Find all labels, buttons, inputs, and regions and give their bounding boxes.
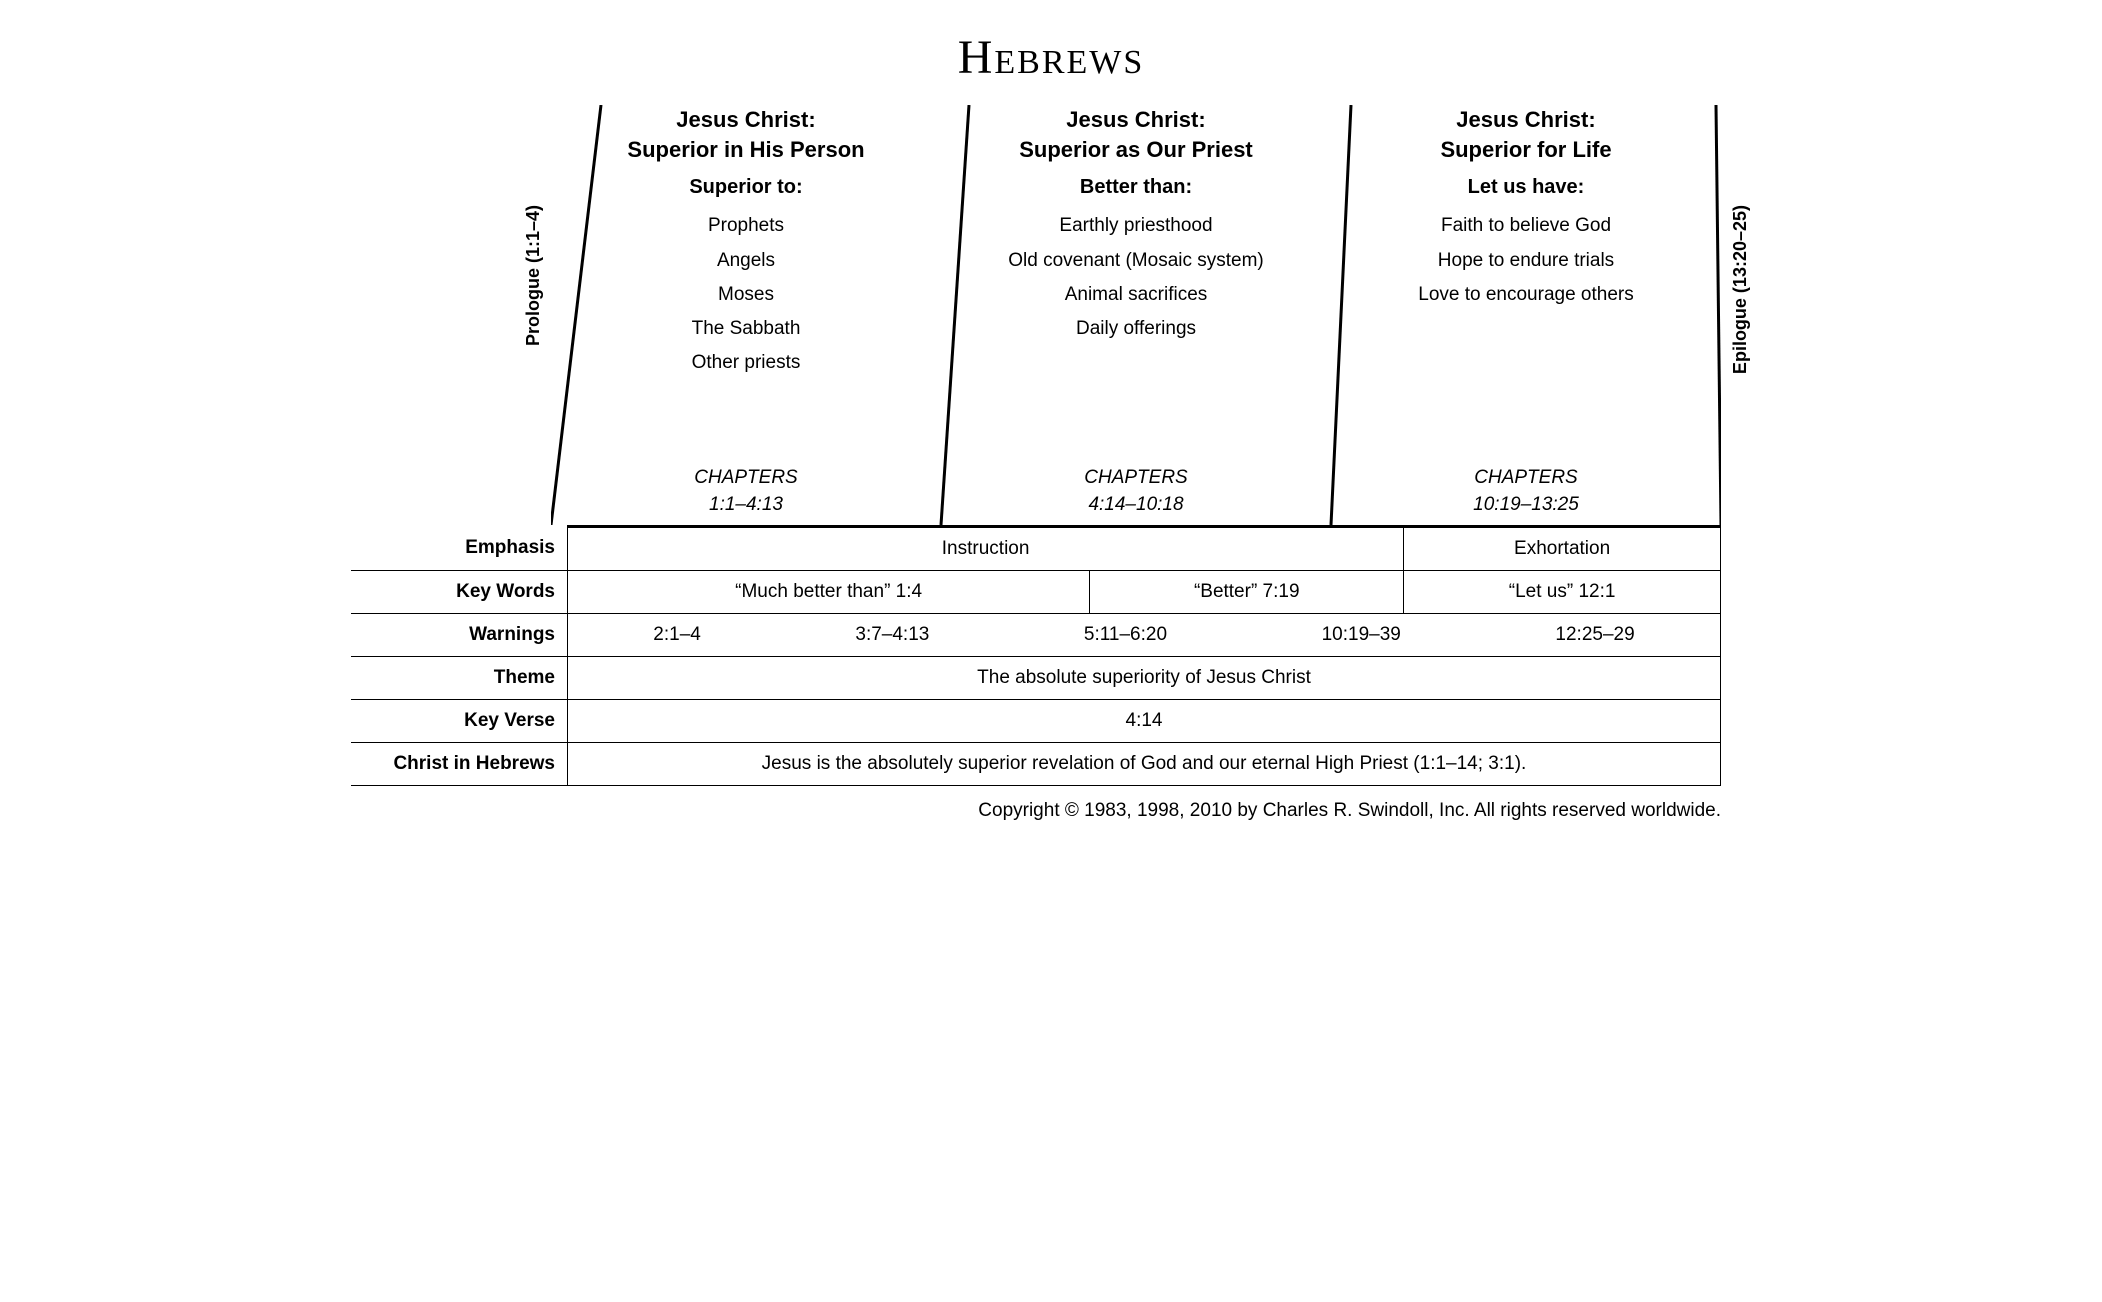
col2-items: Earthly priesthood Old covenant (Mosaic … xyxy=(951,209,1321,346)
copyright: Copyright © 1983, 1998, 2010 by Charles … xyxy=(351,800,1721,822)
col1-item: Angels xyxy=(561,244,931,278)
keywords-c3: “Let us” 12:1 xyxy=(1404,571,1721,614)
col1-chap-range: 1:1–4:13 xyxy=(709,494,783,515)
emphasis-c1: Instruction xyxy=(568,527,1404,571)
col3-subtitle: Let us have: xyxy=(1341,176,1711,199)
col3-chap-range: 10:19–13:25 xyxy=(1473,494,1579,515)
summary-table: Emphasis Instruction Exhortation Key Wor… xyxy=(351,525,1721,786)
epilogue-label: Epilogue (13:20–25) xyxy=(1730,205,1751,374)
col1-chapters: CHAPTERS 1:1–4:13 xyxy=(561,464,931,525)
col1-title-l2: Superior in His Person xyxy=(627,137,864,162)
row-keywords: Key Words “Much better than” 1:4 “Better… xyxy=(351,571,1721,614)
col1-item: Other priests xyxy=(561,346,931,380)
col2-item: Earthly priesthood xyxy=(951,209,1321,243)
col1-title: Jesus Christ: Superior in His Person xyxy=(561,105,931,164)
emphasis-c2: Exhortation xyxy=(1404,527,1721,571)
warnings-cell: 2:1–4 3:7–4:13 5:11–6:20 10:19–39 12:25–… xyxy=(568,614,1721,657)
keywords-c2: “Better” 7:19 xyxy=(1090,571,1404,614)
col1-items: Prophets Angels Moses The Sabbath Other … xyxy=(561,209,931,380)
col2-chapters: CHAPTERS 4:14–10:18 xyxy=(951,464,1321,525)
page: Hebrews Prologue (1:1–4) Epilogue (13:20… xyxy=(351,30,1751,822)
col3-title-l1: Jesus Christ: xyxy=(1456,107,1595,132)
christ-text: Jesus is the absolutely superior revelat… xyxy=(568,743,1721,786)
columns-container: Jesus Christ: Superior in His Person Sup… xyxy=(551,105,1721,525)
warning-ref: 3:7–4:13 xyxy=(855,624,929,646)
christ-label: Christ in Hebrews xyxy=(351,743,568,786)
col1-subtitle: Superior to: xyxy=(561,176,931,199)
col1-item: The Sabbath xyxy=(561,312,931,346)
column-1: Jesus Christ: Superior in His Person Sup… xyxy=(551,105,941,525)
col2-chap-label: CHAPTERS xyxy=(1084,467,1187,488)
row-theme: Theme The absolute superiority of Jesus … xyxy=(351,657,1721,700)
col2-chap-range: 4:14–10:18 xyxy=(1088,494,1183,515)
row-keyverse: Key Verse 4:14 xyxy=(351,700,1721,743)
col2-item: Old covenant (Mosaic system) xyxy=(951,244,1321,278)
col1-item: Prophets xyxy=(561,209,931,243)
col2-title-l2: Superior as Our Priest xyxy=(1019,137,1253,162)
warnings-inner: 2:1–4 3:7–4:13 5:11–6:20 10:19–39 12:25–… xyxy=(576,624,1712,646)
col3-item: Love to encourage others xyxy=(1341,278,1711,312)
col3-chap-label: CHAPTERS xyxy=(1474,467,1577,488)
col1-chap-label: CHAPTERS xyxy=(694,467,797,488)
keyverse-label: Key Verse xyxy=(351,700,568,743)
col3-chapters: CHAPTERS 10:19–13:25 xyxy=(1341,464,1711,525)
warning-ref: 12:25–29 xyxy=(1555,624,1634,646)
col2-item: Daily offerings xyxy=(951,312,1321,346)
keywords-label: Key Words xyxy=(351,571,568,614)
emphasis-label: Emphasis xyxy=(351,527,568,571)
col2-item: Animal sacrifices xyxy=(951,278,1321,312)
page-title: Hebrews xyxy=(351,30,1751,85)
col1-title-l1: Jesus Christ: xyxy=(676,107,815,132)
warning-ref: 5:11–6:20 xyxy=(1084,624,1167,646)
warnings-label: Warnings xyxy=(351,614,568,657)
col2-subtitle: Better than: xyxy=(951,176,1321,199)
row-christ: Christ in Hebrews Jesus is the absolutel… xyxy=(351,743,1721,786)
column-2: Jesus Christ: Superior as Our Priest Bet… xyxy=(941,105,1331,525)
warning-ref: 2:1–4 xyxy=(653,624,701,646)
col3-title-l2: Superior for Life xyxy=(1440,137,1611,162)
upper-section: Prologue (1:1–4) Epilogue (13:20–25) Jes… xyxy=(351,105,1751,525)
col3-item: Hope to endure trials xyxy=(1341,244,1711,278)
keyverse-text: 4:14 xyxy=(568,700,1721,743)
row-warnings: Warnings 2:1–4 3:7–4:13 5:11–6:20 10:19–… xyxy=(351,614,1721,657)
col3-items: Faith to believe God Hope to endure tria… xyxy=(1341,209,1711,312)
column-3: Jesus Christ: Superior for Life Let us h… xyxy=(1331,105,1721,525)
col3-title: Jesus Christ: Superior for Life xyxy=(1341,105,1711,164)
col2-title-l1: Jesus Christ: xyxy=(1066,107,1205,132)
col3-item: Faith to believe God xyxy=(1341,209,1711,243)
warning-ref: 10:19–39 xyxy=(1322,624,1401,646)
keywords-c1: “Much better than” 1:4 xyxy=(568,571,1090,614)
col1-item: Moses xyxy=(561,278,931,312)
theme-text: The absolute superiority of Jesus Christ xyxy=(568,657,1721,700)
theme-label: Theme xyxy=(351,657,568,700)
row-emphasis: Emphasis Instruction Exhortation xyxy=(351,527,1721,571)
col2-title: Jesus Christ: Superior as Our Priest xyxy=(951,105,1321,164)
prologue-label: Prologue (1:1–4) xyxy=(523,205,544,346)
table-wrap: Emphasis Instruction Exhortation Key Wor… xyxy=(351,525,1721,786)
